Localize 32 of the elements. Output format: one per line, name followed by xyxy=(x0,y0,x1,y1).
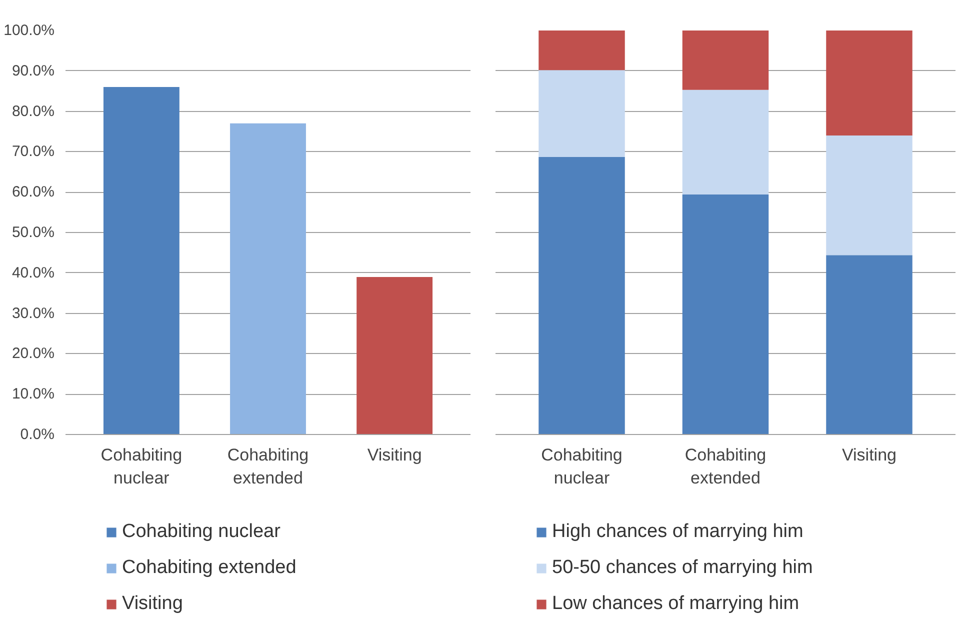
bar xyxy=(682,90,769,195)
bar xyxy=(682,194,769,434)
y-tick-label: 20.0% xyxy=(12,345,55,362)
legend-label: Visiting xyxy=(122,593,183,615)
legend-label: 50-50 chances of marrying him xyxy=(552,557,813,579)
y-tick-label: 70.0% xyxy=(12,143,55,160)
x-tick-label: Cohabiting nuclear xyxy=(100,446,182,488)
x-tick-label: Visiting xyxy=(367,446,422,464)
legend-label: Cohabiting nuclear xyxy=(122,521,280,543)
y-tick-label: 40.0% xyxy=(12,264,55,282)
y-tick-label: 10.0% xyxy=(12,386,55,403)
bar xyxy=(826,255,912,434)
legend-label: Low chances of marrying him xyxy=(552,593,800,615)
y-tick-label: 60.0% xyxy=(12,184,55,201)
y-tick-label: 30.0% xyxy=(12,304,55,322)
y-tick-label: 80.0% xyxy=(12,102,55,120)
y-tick-label: 0.0% xyxy=(20,426,55,443)
bar xyxy=(826,136,912,256)
legend-label: Cohabiting extended xyxy=(122,557,296,579)
bar xyxy=(826,30,912,136)
x-tick-label: Visiting xyxy=(842,446,897,464)
x-tick-label: Cohabiting extended xyxy=(684,446,766,488)
bar xyxy=(538,30,625,70)
legend-label: High chances of marrying him xyxy=(552,521,804,543)
bar xyxy=(682,30,769,90)
bar xyxy=(538,70,625,157)
y-tick-label: 100.0% xyxy=(4,22,54,39)
y-tick-label: 90.0% xyxy=(12,62,55,80)
x-tick-label: Cohabiting nuclear xyxy=(541,446,622,488)
y-tick-label: 50.0% xyxy=(12,224,55,241)
x-tick-label: Cohabiting extended xyxy=(227,446,309,488)
bar xyxy=(538,156,625,434)
